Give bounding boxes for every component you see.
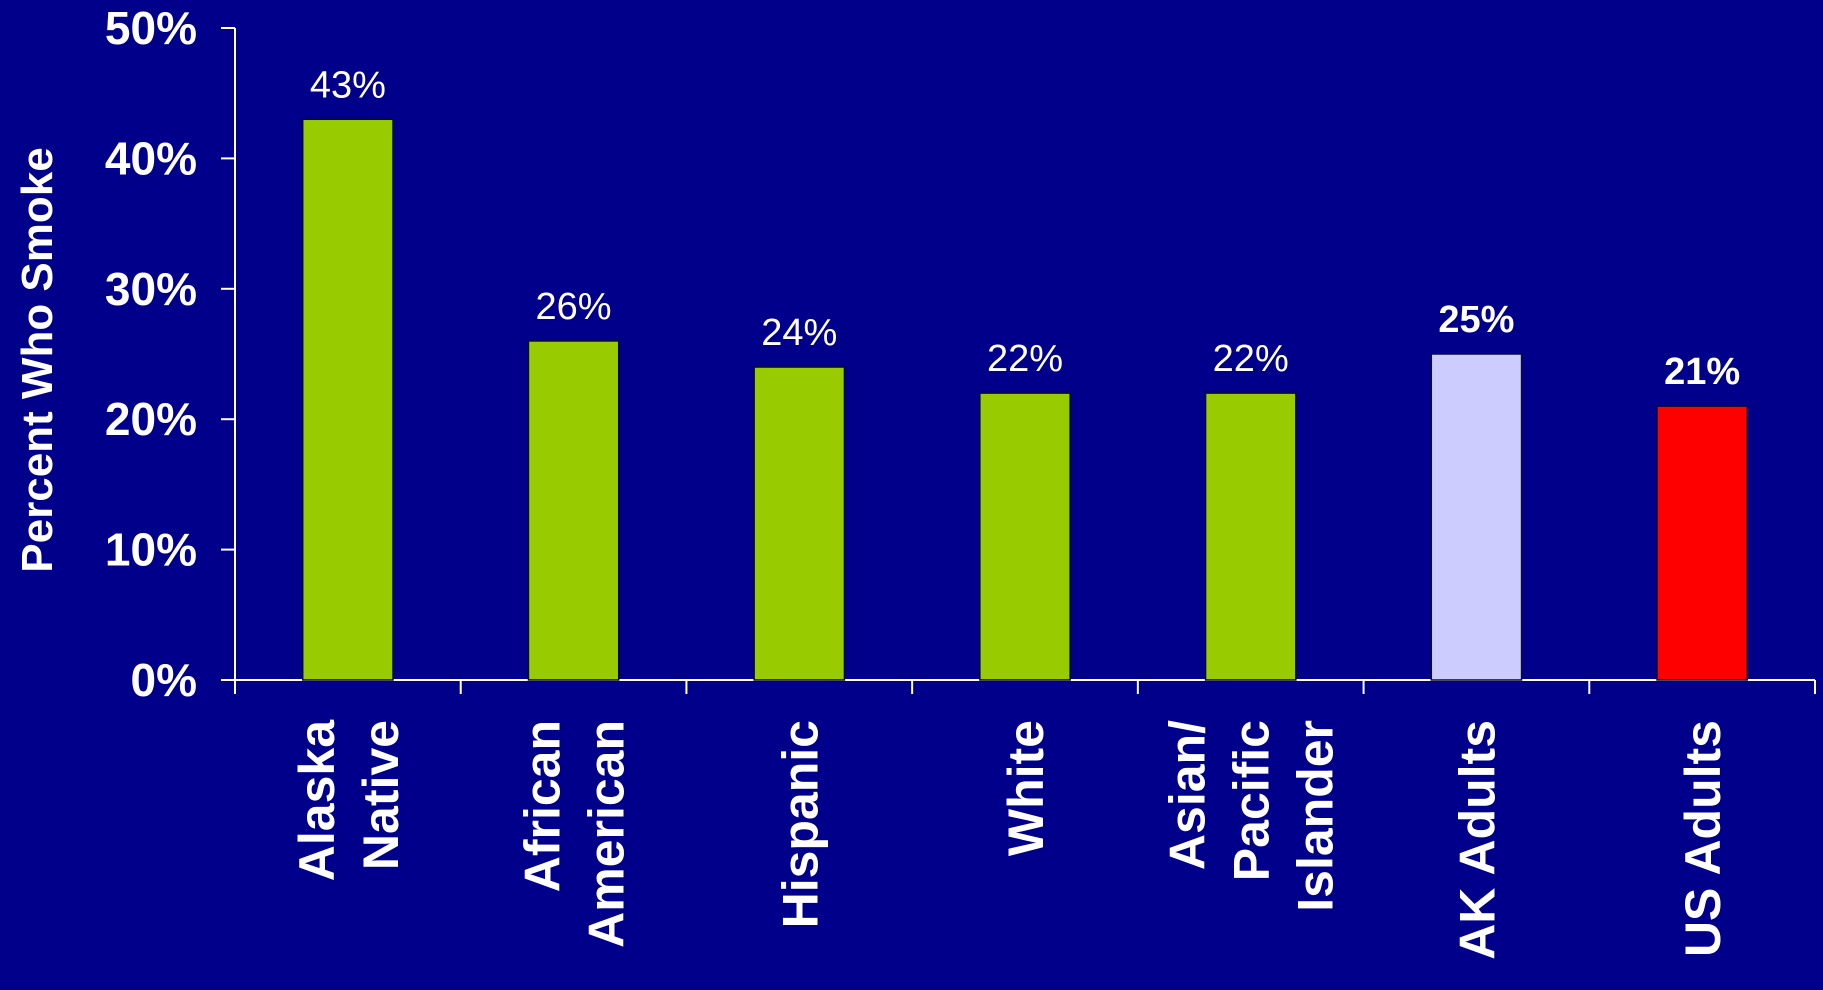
x-tick-label-line: Alaska xyxy=(289,719,345,881)
x-tick-label: Hispanic xyxy=(772,720,828,928)
bar xyxy=(1204,392,1297,681)
x-tick-label: Asian/Pacific Islander xyxy=(1160,720,1344,912)
x-tick-label-line: AK Adults xyxy=(1449,720,1505,960)
x-tick-label-line: Pacific xyxy=(1224,720,1280,881)
x-tick-label-line: Asian/ xyxy=(1160,720,1216,870)
bar xyxy=(527,340,620,681)
bar xyxy=(979,392,1071,681)
data-label: 22% xyxy=(987,338,1063,380)
x-tick-label-line: Hispanic xyxy=(772,720,828,928)
data-label: 21% xyxy=(1664,351,1740,393)
data-label: 22% xyxy=(1213,338,1289,380)
bar xyxy=(1430,353,1523,681)
x-tick-label-line: African xyxy=(515,720,571,892)
bar xyxy=(753,366,846,681)
x-tick-label-line: American xyxy=(579,720,635,948)
y-tick-label: 50% xyxy=(105,2,197,54)
x-tick-label-line: Islander xyxy=(1288,720,1344,912)
bars xyxy=(301,118,1749,681)
y-axis-title: Percent Who Smoke xyxy=(13,147,62,572)
y-tick-label: 40% xyxy=(105,132,197,184)
data-label: 25% xyxy=(1438,299,1514,341)
x-tick-label-line: US Adults xyxy=(1675,720,1731,957)
bar xyxy=(1656,405,1749,681)
data-label: 43% xyxy=(310,64,386,106)
y-tick-label: 0% xyxy=(131,654,197,706)
x-tick-label: Alaska Native xyxy=(289,719,409,881)
data-label: 26% xyxy=(536,286,612,328)
bar xyxy=(301,118,394,681)
x-tick-label: AK Adults xyxy=(1449,720,1505,960)
x-tick-label: White xyxy=(998,720,1054,856)
y-tick-label: 10% xyxy=(105,524,197,576)
y-tick-label: 20% xyxy=(105,393,197,445)
x-tick-label: US Adults xyxy=(1675,720,1731,957)
x-tick-label-line: White xyxy=(998,720,1054,856)
x-tick-label-line: Native xyxy=(353,720,409,870)
y-tick-label: 30% xyxy=(105,263,197,315)
labels: 0% 10% 20% 30% 40% 50% 43% Alaska Native 26% Afric… xyxy=(105,2,1740,960)
x-tick-label: African American xyxy=(515,720,635,948)
data-label: 24% xyxy=(761,312,837,354)
